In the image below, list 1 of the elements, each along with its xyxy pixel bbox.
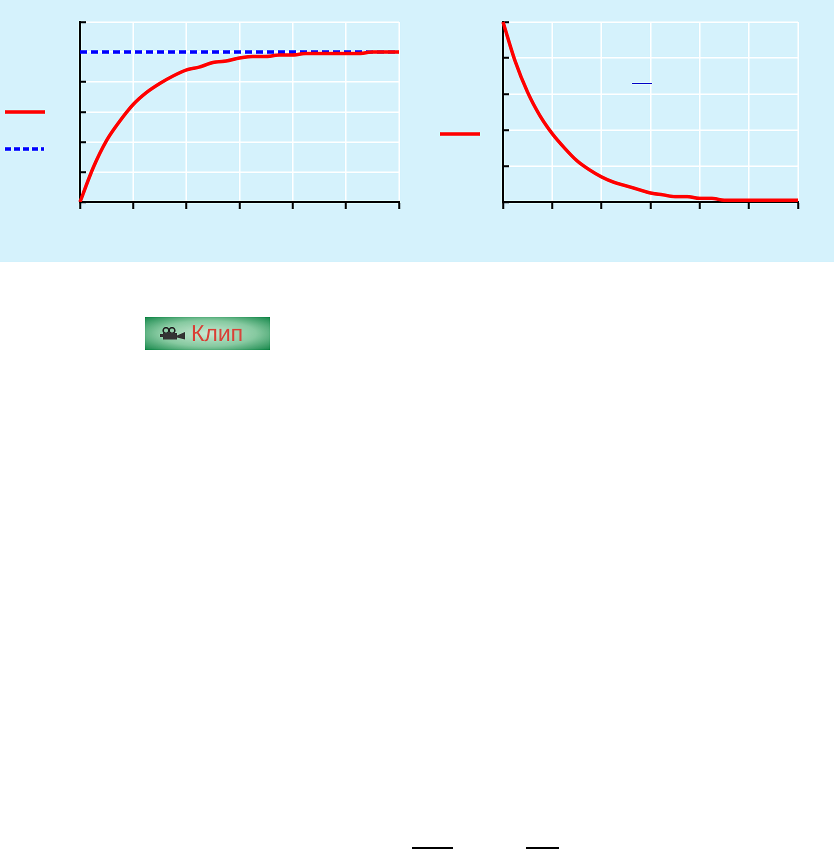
text: Клип: [191, 320, 244, 346]
